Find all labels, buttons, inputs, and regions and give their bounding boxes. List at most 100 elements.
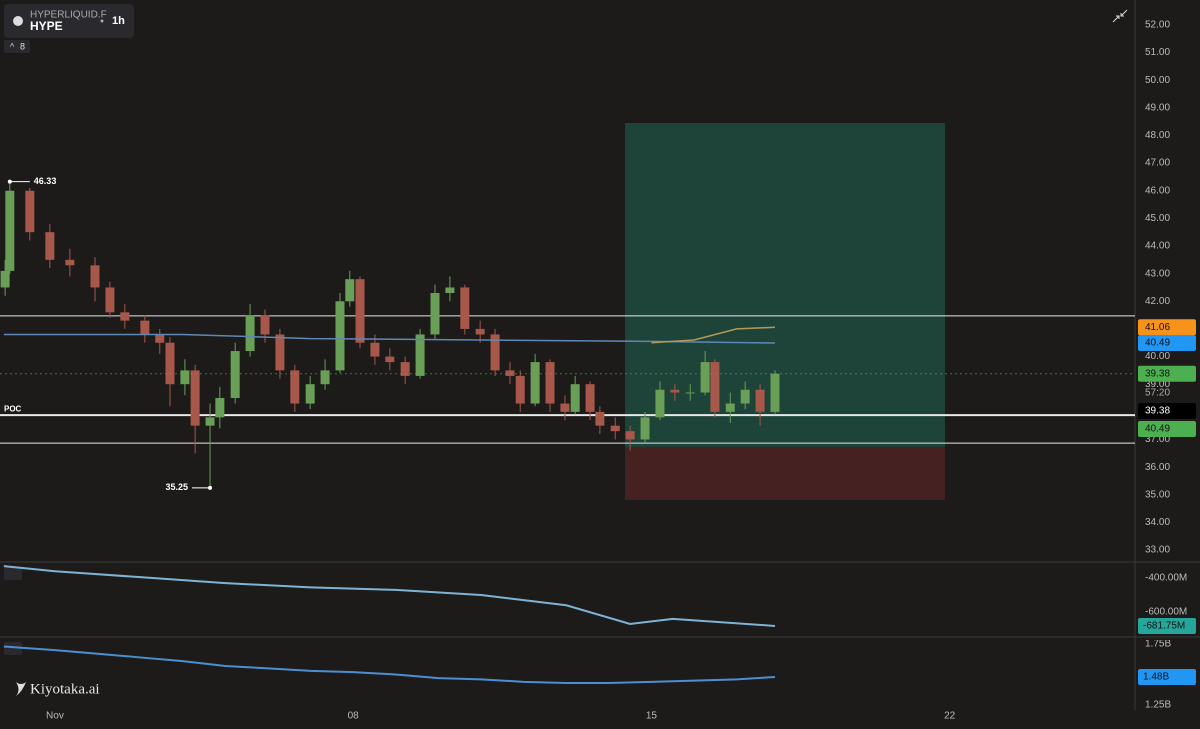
- pane-tag: 1.48B: [1143, 672, 1169, 683]
- indicator-toggle[interactable]: [4, 40, 30, 53]
- pane-y-tick-label: -600.00M: [1145, 607, 1187, 618]
- poc-label: POC: [4, 404, 22, 413]
- y-tick-label: 37.00: [1145, 434, 1170, 445]
- price-tag-bg: [1138, 319, 1196, 336]
- candle-body: [670, 389, 680, 393]
- candle-body: [430, 292, 440, 335]
- candle-body: [490, 334, 500, 371]
- candle-body: [105, 287, 115, 313]
- candle-body: [625, 431, 635, 440]
- price-tag-bg: [1138, 335, 1196, 352]
- y-tick-label: 35.00: [1145, 489, 1170, 500]
- candle-body: [345, 279, 355, 302]
- caret: ^: [10, 41, 15, 51]
- candle-body: [205, 417, 215, 426]
- candle-body: [385, 356, 395, 363]
- price-tag-bg: [1138, 365, 1196, 382]
- candle-body: [770, 373, 780, 412]
- price-tag: 40.49: [1145, 338, 1170, 349]
- candle-body: [400, 362, 410, 376]
- pane-y-tick-label: 1.25B: [1145, 700, 1171, 711]
- candle-body: [335, 301, 345, 371]
- candle-body: [245, 315, 255, 352]
- candle-body: [640, 417, 650, 440]
- moving-average: [651, 326, 776, 344]
- y-tick-label: 46.00: [1145, 185, 1170, 196]
- pane-toggle[interactable]: [4, 567, 22, 580]
- candle-body: [355, 279, 365, 343]
- candle-body: [275, 334, 285, 371]
- pane-toggle[interactable]: [4, 642, 22, 655]
- pane-y-tick-label: 1.75B: [1145, 639, 1171, 650]
- candle-body: [515, 375, 525, 404]
- candle-body: [700, 362, 710, 393]
- y-tick-label: 52.00: [1145, 20, 1170, 31]
- annotation-label: 46.33: [34, 176, 57, 186]
- candle-body: [570, 384, 580, 412]
- candle-body: [445, 287, 455, 293]
- y-tick-label: 33.00: [1145, 545, 1170, 556]
- exchange-icon: [13, 16, 23, 26]
- candle-body: [90, 265, 100, 288]
- candle-body: [560, 403, 570, 412]
- candle-body: [65, 259, 75, 266]
- candle-body: [180, 370, 190, 385]
- y-tick-label: 50.00: [1145, 75, 1170, 86]
- indicator-line: [3, 645, 776, 685]
- pane-tag: -681.75M: [1143, 621, 1185, 632]
- candle-body: [165, 342, 175, 385]
- candle-body: [710, 362, 720, 412]
- candle-body: [120, 312, 130, 321]
- countdown: 57:20: [1145, 387, 1170, 398]
- stack-tag-bg: [1138, 403, 1196, 419]
- candle-body: [260, 315, 270, 335]
- annotation-label: 35.25: [166, 482, 189, 492]
- pane-tag-bg: [1138, 617, 1196, 634]
- indicator-count: 8: [20, 41, 25, 51]
- stack-tag: 39.38: [1145, 406, 1170, 417]
- logo-icon: [16, 682, 26, 696]
- position-stop: [625, 446, 945, 501]
- candle-body: [460, 287, 470, 329]
- candle-body: [545, 362, 555, 404]
- x-tick-label: 15: [646, 711, 658, 722]
- interval[interactable]: 1h: [112, 15, 125, 27]
- x-tick-label: Nov: [46, 711, 64, 722]
- candle-body: [320, 370, 330, 385]
- candle-body: [415, 334, 425, 376]
- candle-body: [530, 362, 540, 404]
- position-target: [625, 123, 945, 447]
- dot: [100, 19, 104, 23]
- y-tick-label: 39.00: [1145, 379, 1170, 390]
- candle-body: [725, 403, 735, 412]
- exchange: HYPERLIQUID.F: [30, 10, 107, 21]
- indicator-line: [3, 565, 776, 627]
- y-tick-label: 43.00: [1145, 268, 1170, 279]
- stack-tag-bg: [1138, 421, 1196, 437]
- candle-body: [740, 389, 750, 404]
- candle-body: [230, 351, 240, 399]
- candle-body: [215, 398, 225, 418]
- stack-tag: 40.49: [1145, 424, 1170, 435]
- candle-body: [0, 270, 10, 288]
- candle-body: [610, 425, 620, 432]
- symbol-box[interactable]: [4, 4, 134, 38]
- candle-body: [370, 342, 380, 357]
- candle-body: [505, 370, 515, 376]
- price-tag: 39.38: [1145, 368, 1170, 379]
- candle-body: [190, 370, 200, 426]
- y-tick-label: 49.00: [1145, 102, 1170, 113]
- candle-body: [585, 384, 595, 412]
- pane-tag-bg: [1138, 668, 1196, 685]
- y-tick-label: 47.00: [1145, 158, 1170, 169]
- y-tick-label: 42.00: [1145, 296, 1170, 307]
- fullscreen-icon[interactable]: [1112, 9, 1128, 23]
- candle-body: [45, 232, 55, 260]
- candle-body: [305, 384, 315, 404]
- candle-body: [685, 392, 695, 394]
- y-tick-label: 40.00: [1145, 351, 1170, 362]
- candle-body: [25, 190, 35, 233]
- candle-body: [290, 370, 300, 404]
